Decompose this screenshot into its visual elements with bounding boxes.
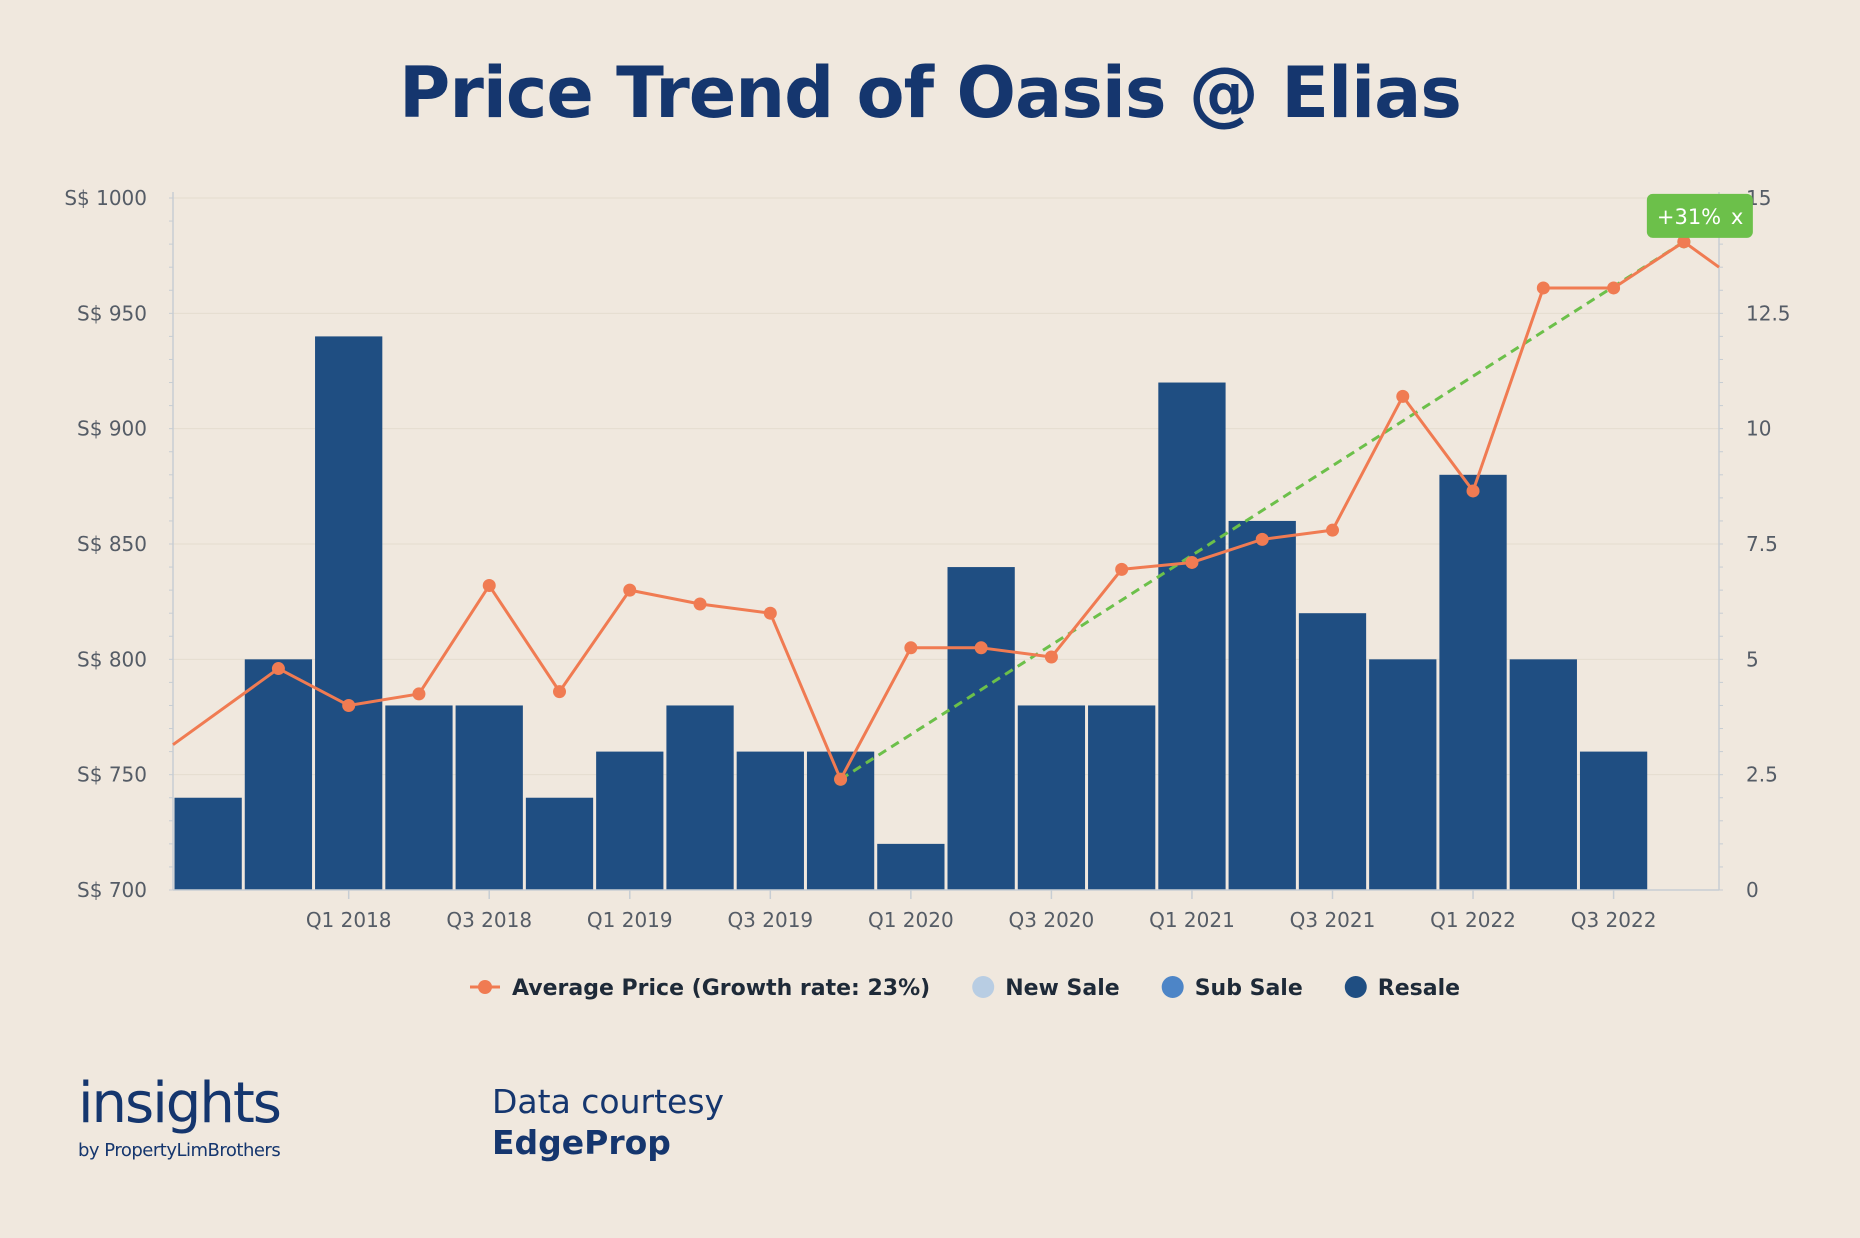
average-price-point[interactable] bbox=[1326, 523, 1339, 537]
average-price-point[interactable] bbox=[834, 772, 848, 786]
legend-label: Average Price (Growth rate: 23%) bbox=[512, 976, 930, 1001]
trendline-path bbox=[839, 240, 1685, 781]
legend-item[interactable]: Sub Sale bbox=[1161, 976, 1303, 1001]
average-price-point[interactable] bbox=[974, 641, 988, 655]
y-right-tick-label: 2.5 bbox=[1746, 763, 1778, 787]
resale-bar[interactable] bbox=[525, 797, 594, 890]
resale-bar[interactable] bbox=[455, 705, 523, 890]
legend-item[interactable]: Resale bbox=[1344, 976, 1460, 1001]
growth-badge-box[interactable] bbox=[1646, 193, 1753, 238]
x-tick-label: Q3 2019 bbox=[727, 908, 813, 932]
resale-bar[interactable] bbox=[1298, 613, 1367, 890]
y-right-tick-label: 7.5 bbox=[1746, 532, 1778, 556]
legend-item[interactable]: Average Price (Growth rate: 23%) bbox=[470, 976, 930, 1001]
average-price-point[interactable] bbox=[1677, 235, 1691, 249]
x-tick-label: Q3 2020 bbox=[1009, 908, 1095, 932]
average-price-point[interactable] bbox=[1536, 281, 1550, 295]
average-price-point[interactable] bbox=[763, 606, 777, 620]
resale-bar[interactable] bbox=[596, 751, 664, 890]
credit-source: EdgeProp bbox=[492, 1123, 671, 1162]
average-price-point[interactable] bbox=[342, 698, 356, 712]
legend-dot-marker bbox=[1161, 976, 1184, 998]
y-left-tick-label: S$ 850 bbox=[77, 532, 147, 556]
resale-bar[interactable] bbox=[1579, 751, 1648, 890]
resale-bar[interactable] bbox=[174, 797, 242, 890]
y-left-tick-label: S$ 800 bbox=[77, 647, 147, 671]
y-right-tick-label: 10 bbox=[1746, 417, 1771, 441]
x-tick-label: Q3 2021 bbox=[1290, 908, 1376, 932]
legend-dot-marker bbox=[1344, 976, 1367, 998]
y-left-tick-label: S$ 950 bbox=[77, 301, 147, 325]
resale-bar[interactable] bbox=[1509, 659, 1577, 890]
y-left-tick-label: S$ 750 bbox=[77, 763, 147, 787]
y-left-tick-label: S$ 1000 bbox=[64, 186, 147, 210]
resale-bar[interactable] bbox=[947, 567, 1015, 890]
brand-logo: insights by PropertyLimBrothers bbox=[78, 1071, 282, 1162]
credit-line: Data courtesy bbox=[492, 1082, 725, 1121]
average-price-line[interactable] bbox=[172, 235, 1720, 786]
legend-dot-marker bbox=[478, 980, 492, 994]
resale-bar[interactable] bbox=[1369, 659, 1437, 890]
resale-bar[interactable] bbox=[1439, 474, 1507, 890]
y-left-tick-label: S$ 900 bbox=[77, 417, 147, 441]
growth-badge-label: +31% bbox=[1657, 205, 1721, 229]
resale-bar[interactable] bbox=[877, 843, 945, 890]
legend-dot-marker bbox=[972, 976, 995, 998]
x-tick-label: Q1 2019 bbox=[587, 908, 673, 932]
chart-title: Price Trend of Oasis @ Elias bbox=[399, 52, 1462, 134]
x-tick-label: Q1 2018 bbox=[306, 908, 392, 932]
y-right-tick-label: 12.5 bbox=[1746, 301, 1791, 325]
y-right-tick-label: 0 bbox=[1746, 878, 1759, 902]
resale-bar[interactable] bbox=[244, 659, 313, 890]
legend-label: Resale bbox=[1378, 976, 1460, 1001]
average-price-point[interactable] bbox=[1115, 562, 1129, 576]
x-tick-label: Q1 2021 bbox=[1149, 908, 1235, 932]
average-price-point[interactable] bbox=[1396, 389, 1410, 403]
legend-item[interactable]: New Sale bbox=[972, 976, 1120, 1001]
resale-bar[interactable] bbox=[385, 705, 453, 890]
x-tick-label: Q3 2018 bbox=[446, 908, 532, 932]
x-tick-label: Q3 2022 bbox=[1571, 908, 1657, 932]
y-right-tick-label: 5 bbox=[1746, 647, 1759, 671]
y-left-tick-label: S$ 700 bbox=[77, 878, 147, 902]
data-credit: Data courtesy EdgeProp bbox=[492, 1082, 724, 1164]
brand-name: insights bbox=[78, 1071, 282, 1136]
resale-bar[interactable] bbox=[666, 705, 734, 890]
resale-bar[interactable] bbox=[736, 751, 804, 890]
brand-sub: by PropertyLimBrothers bbox=[78, 1140, 281, 1161]
x-tick-label: Q1 2022 bbox=[1430, 908, 1516, 932]
growth-badge[interactable]: +31% x bbox=[1646, 193, 1753, 238]
axes: S$ 700 S$ 750 S$ 800 S$ 850 S$ 900 S$ 950 S$ 1… bbox=[64, 186, 1790, 932]
average-price-point[interactable] bbox=[1255, 532, 1269, 546]
average-price-point[interactable] bbox=[1607, 281, 1621, 295]
resale-bar[interactable] bbox=[806, 751, 875, 890]
average-price-point[interactable] bbox=[482, 579, 496, 593]
resale-bar[interactable] bbox=[1228, 520, 1296, 890]
average-price-point[interactable] bbox=[553, 685, 566, 699]
resale-bar[interactable] bbox=[1017, 705, 1086, 890]
average-price-point[interactable] bbox=[904, 641, 918, 655]
average-price-point[interactable] bbox=[412, 687, 426, 701]
average-price-point[interactable] bbox=[271, 662, 285, 676]
legend-label: New Sale bbox=[1005, 976, 1119, 1001]
resale-bar[interactable] bbox=[315, 336, 383, 890]
legend[interactable]: Average Price (Growth rate: 23%) New Sale… bbox=[470, 976, 1460, 1001]
resale-bar[interactable] bbox=[1158, 382, 1226, 890]
x-tick-label: Q1 2020 bbox=[868, 908, 954, 932]
growth-badge-close[interactable]: x bbox=[1731, 205, 1743, 229]
average-price-point[interactable] bbox=[1044, 650, 1058, 664]
resale-bar[interactable] bbox=[1088, 705, 1156, 890]
average-price-point[interactable] bbox=[623, 583, 637, 597]
average-price-point[interactable] bbox=[1185, 555, 1199, 569]
resale-bars[interactable] bbox=[174, 336, 1648, 890]
average-price-point[interactable] bbox=[1466, 484, 1480, 498]
average-price-point[interactable] bbox=[693, 597, 707, 611]
legend-label: Sub Sale bbox=[1195, 976, 1303, 1001]
